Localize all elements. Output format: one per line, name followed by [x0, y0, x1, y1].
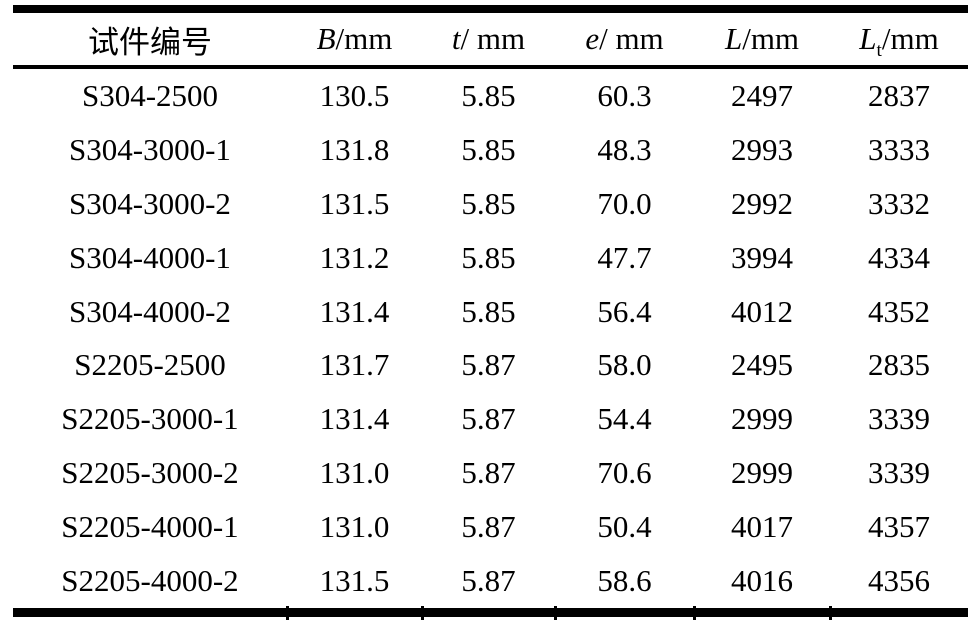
value-cell: 2495: [731, 347, 793, 383]
value-cell: 47.7: [597, 239, 652, 275]
header-cell-5: Lt/mm: [830, 9, 968, 69]
value-cell: 60.3: [597, 77, 652, 113]
value-cell: 70.6: [597, 455, 652, 491]
value-cell: 131.5: [319, 185, 390, 221]
value-cell: 131.7: [319, 347, 390, 383]
column-divider-tick: [553, 606, 557, 620]
value-cell: 131.8: [319, 131, 390, 167]
specimen-id-cell: S304-3000-1: [69, 131, 231, 167]
value-cell: 48.3: [597, 131, 652, 167]
value-cell: 5.87: [461, 455, 516, 491]
value-cell: 54.4: [597, 401, 652, 437]
value-cell: 56.4: [597, 293, 652, 329]
value-cell: 5.85: [461, 131, 516, 167]
column-divider-tick: [692, 606, 696, 620]
variable-symbol: L: [724, 21, 743, 56]
value-cell: 2837: [868, 77, 930, 113]
value-cell: 5.85: [461, 293, 516, 329]
value-cell: 5.85: [461, 77, 516, 113]
specimen-id-cell: S2205-3000-2: [61, 455, 239, 491]
table-row: S304-3000-1 131.8 5.85 48.3 2993 3333: [13, 123, 968, 177]
specimen-id-cell: S2205-3000-1: [61, 401, 239, 437]
column-divider-tick: [285, 606, 289, 620]
variable-symbol: e: [585, 21, 600, 56]
column-divider-tick: [828, 606, 832, 620]
value-cell: 3333: [868, 131, 930, 167]
table-row: S2205-3000-2 131.0 5.87 70.6 2999 3339: [13, 446, 968, 500]
specimen-id-cell: S304-3000-2: [69, 185, 231, 221]
table-row: S2205-4000-2 131.5 5.87 58.6 4016 4356: [13, 554, 968, 612]
specimen-id-cell: S2205-4000-1: [61, 509, 239, 545]
table-row: S304-4000-1 131.2 5.85 47.7 3994 4334: [13, 231, 968, 285]
header-row: 试件编号 B/mm t/ mm e/ mm L/mm Lt/mm: [13, 9, 968, 69]
value-cell: 3339: [868, 401, 930, 437]
header-cell-4: L/mm: [694, 9, 830, 69]
value-cell: 131.4: [319, 293, 390, 329]
specimen-id-cell: S2205-4000-2: [61, 562, 239, 598]
value-cell: 2497: [731, 77, 793, 113]
value-cell: 4017: [731, 509, 793, 545]
specimen-table-container: 试件编号 B/mm t/ mm e/ mm L/mm Lt/mm S304-2500 130…: [13, 5, 968, 620]
value-cell: 131.4: [319, 401, 390, 437]
specimen-id-cell: S304-2500: [81, 77, 219, 113]
value-cell: 5.87: [461, 509, 516, 545]
value-cell: 4352: [868, 293, 930, 329]
table-row: S304-2500 130.5 5.85 60.3 2497 2837: [13, 67, 968, 123]
value-cell: 4334: [868, 239, 930, 275]
value-cell: 5.87: [461, 562, 516, 598]
specimen-id-cell: S304-4000-1: [69, 239, 231, 275]
value-cell: 131.2: [319, 239, 390, 275]
value-cell: 131.0: [319, 455, 390, 491]
value-cell: 4356: [868, 562, 930, 598]
table-row: S2205-4000-1 131.0 5.87 50.4 4017 4357: [13, 500, 968, 554]
column-divider-tick: [420, 606, 424, 620]
specimen-id-cell: S304-4000-2: [69, 293, 231, 329]
value-cell: 2993: [731, 131, 793, 167]
value-cell: 4016: [731, 562, 793, 598]
value-cell: 131.5: [319, 562, 390, 598]
value-cell: 2835: [868, 347, 930, 383]
value-cell: 5.85: [461, 239, 516, 275]
value-cell: 50.4: [597, 509, 652, 545]
value-cell: 3339: [868, 455, 930, 491]
value-cell: 130.5: [319, 77, 390, 113]
value-cell: 3994: [731, 239, 793, 275]
value-cell: 58.6: [597, 562, 652, 598]
header-cell-0: 试件编号: [13, 9, 287, 69]
value-cell: 5.87: [461, 401, 516, 437]
value-cell: 2999: [731, 401, 793, 437]
value-cell: 4012: [731, 293, 793, 329]
value-cell: 4357: [868, 509, 930, 545]
specimen-table: 试件编号 B/mm t/ mm e/ mm L/mm Lt/mm S304-2500 130…: [13, 5, 968, 617]
table-row: S304-4000-2 131.4 5.85 56.4 4012 4352: [13, 285, 968, 339]
value-cell: 2999: [731, 455, 793, 491]
value-cell: 2992: [731, 185, 793, 221]
value-cell: 5.85: [461, 185, 516, 221]
variable-symbol: t: [451, 21, 461, 56]
value-cell: 5.87: [461, 347, 516, 383]
header-cell-2: t/ mm: [422, 9, 555, 69]
value-cell: 58.0: [597, 347, 652, 383]
value-cell: 131.0: [319, 509, 390, 545]
table-body: S304-2500 130.5 5.85 60.3 2497 2837 S304-3000-…: [13, 67, 968, 612]
table-row: S2205-3000-1 131.4 5.87 54.4 2999 3339: [13, 392, 968, 446]
variable-symbol: L: [859, 21, 877, 56]
table-header: 试件编号 B/mm t/ mm e/ mm L/mm Lt/mm: [13, 9, 968, 69]
value-cell: 3332: [868, 185, 930, 221]
table-row: S2205-2500 131.7 5.87 58.0 2495 2835: [13, 338, 968, 392]
specimen-id-cell: S2205-2500: [74, 347, 226, 383]
header-cell-1: B/mm: [287, 9, 422, 69]
value-cell: 70.0: [597, 185, 652, 221]
header-cell-3: e/ mm: [555, 9, 694, 69]
variable-symbol: B: [316, 21, 336, 56]
table-row: S304-3000-2 131.5 5.85 70.0 2992 3332: [13, 177, 968, 231]
variable-subscript: t: [876, 40, 882, 62]
